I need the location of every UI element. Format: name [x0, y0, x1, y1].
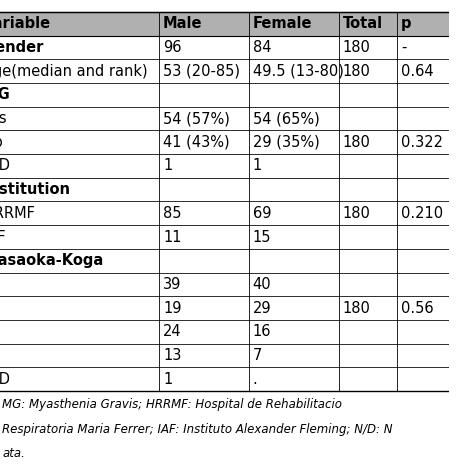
Bar [0, 367, 454, 391]
Bar [0, 83, 454, 107]
Text: IAF: IAF [0, 229, 6, 245]
Text: 40: 40 [253, 277, 272, 292]
Text: N/D: N/D [0, 158, 10, 173]
Text: 0.322: 0.322 [401, 135, 443, 150]
Text: 180: 180 [343, 206, 371, 221]
Text: 180: 180 [343, 301, 371, 316]
Text: MG: MG [0, 87, 10, 102]
Text: HRRMF: HRRMF [0, 206, 35, 221]
Text: Age(median and rank): Age(median and rank) [0, 64, 148, 79]
Bar [0, 12, 454, 36]
Text: 13: 13 [163, 348, 182, 363]
Text: MG: Myasthenia Gravis; HRRMF: Hospital de Rehabilitacio: MG: Myasthenia Gravis; HRRMF: Hospital d… [2, 398, 342, 411]
Text: 19: 19 [163, 301, 182, 316]
Text: Yes: Yes [0, 111, 7, 126]
Text: Respiratoria Maria Ferrer; IAF: Instituto Alexander Fleming; N/D: N: Respiratoria Maria Ferrer; IAF: Institut… [2, 423, 393, 436]
Text: 15: 15 [253, 229, 271, 245]
Text: 1: 1 [253, 158, 262, 173]
Bar [0, 12, 454, 391]
Text: 49.5 (13-80): 49.5 (13-80) [253, 64, 344, 79]
Text: 96: 96 [163, 40, 182, 55]
Text: Gender: Gender [0, 40, 44, 55]
Text: Female: Female [253, 16, 312, 31]
Text: -: - [401, 40, 406, 55]
Bar [0, 320, 454, 344]
Text: 54 (65%): 54 (65%) [253, 111, 319, 126]
Text: 7: 7 [253, 348, 262, 363]
Bar [0, 296, 454, 320]
Text: No: No [0, 135, 3, 150]
Bar [0, 154, 454, 178]
Text: 1: 1 [163, 158, 172, 173]
Text: 1: 1 [163, 372, 172, 387]
Text: ata.: ata. [2, 447, 25, 460]
Bar [0, 59, 454, 83]
Text: 16: 16 [253, 324, 271, 339]
Text: Masaoka-Koga: Masaoka-Koga [0, 253, 104, 268]
Text: 29: 29 [253, 301, 272, 316]
Text: 180: 180 [343, 40, 371, 55]
Bar [0, 273, 454, 296]
Bar [0, 225, 454, 249]
Text: 180: 180 [343, 64, 371, 79]
Bar [0, 344, 454, 367]
Text: Male: Male [163, 16, 202, 31]
Text: 29 (35%): 29 (35%) [253, 135, 319, 150]
Text: 69: 69 [253, 206, 271, 221]
Bar [0, 107, 454, 130]
Text: p: p [401, 16, 411, 31]
Bar [0, 249, 454, 273]
Text: 0.56: 0.56 [401, 301, 434, 316]
Text: 54 (57%): 54 (57%) [163, 111, 230, 126]
Text: 85: 85 [163, 206, 182, 221]
Text: 39: 39 [163, 277, 182, 292]
Text: 11: 11 [163, 229, 182, 245]
Text: 0.210: 0.210 [401, 206, 443, 221]
Bar [0, 130, 454, 154]
Text: 84: 84 [253, 40, 271, 55]
Text: Institution: Institution [0, 182, 70, 197]
Text: 180: 180 [343, 135, 371, 150]
Text: 0.64: 0.64 [401, 64, 434, 79]
Text: 53 (20-85): 53 (20-85) [163, 64, 240, 79]
Bar [0, 178, 454, 201]
Text: N/D: N/D [0, 372, 10, 387]
Text: 41 (43%): 41 (43%) [163, 135, 229, 150]
Text: Variable: Variable [0, 16, 52, 31]
Bar [0, 201, 454, 225]
Bar [0, 36, 454, 59]
Text: 24: 24 [163, 324, 182, 339]
Text: .: . [253, 372, 257, 387]
Text: Total: Total [343, 16, 383, 31]
